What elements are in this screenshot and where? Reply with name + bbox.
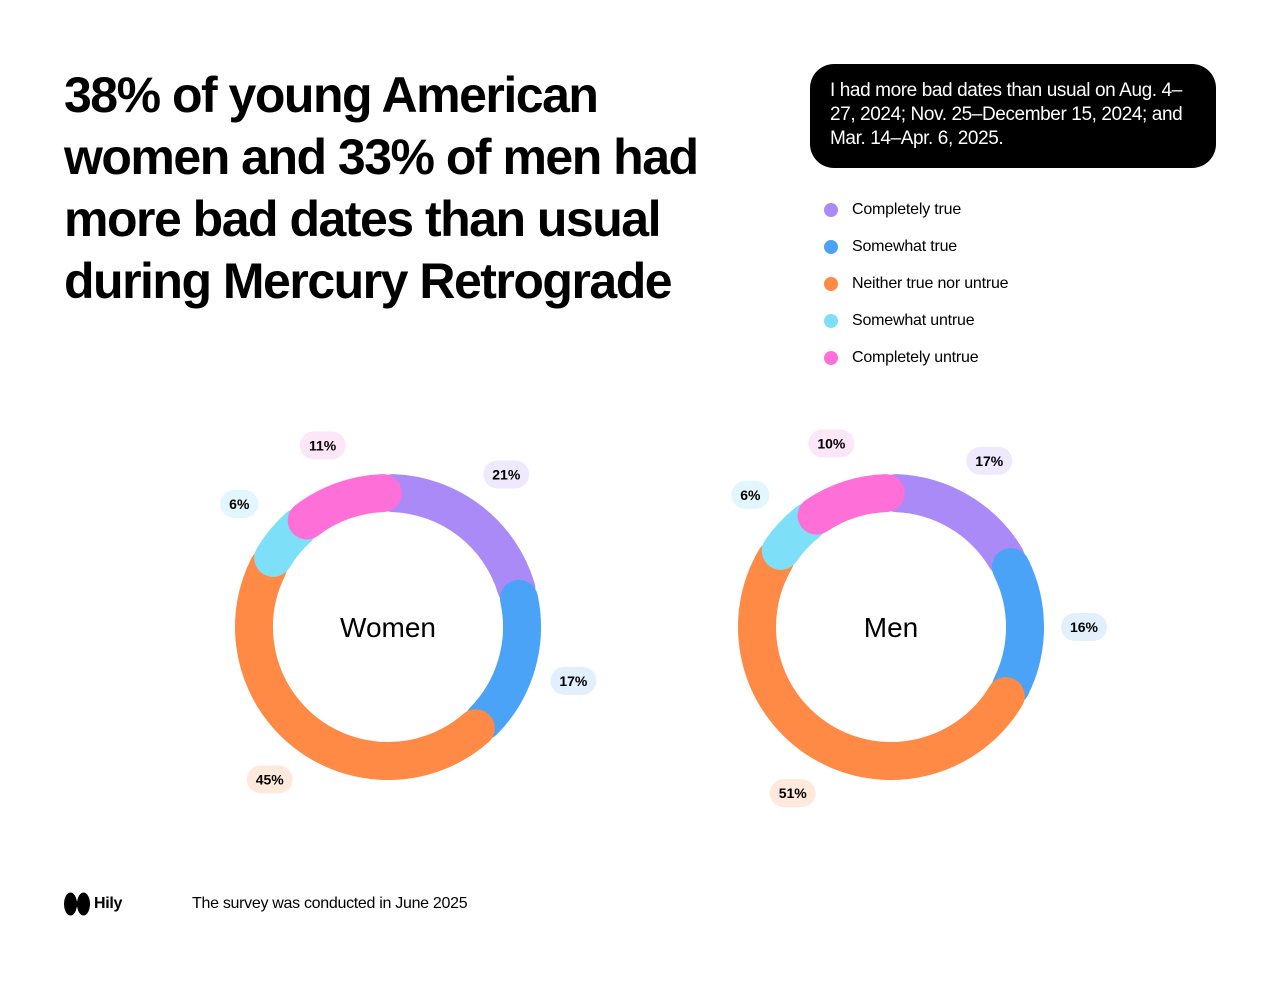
men-slices [738,474,1044,780]
donut-chart-men-svg: Men 17% 16% 51% 6% 10% [731,429,1107,808]
women-slices [234,474,541,780]
data-label-pill [299,431,346,460]
men-slice-completely-untrue [738,474,1044,780]
data-label-pill [246,765,293,794]
data-label-text: 6% [229,496,250,512]
data-label-pill [808,429,855,458]
women-chart-title: Women [340,612,436,643]
legend-item-completely-true: Completely true [824,191,1008,228]
data-label-pill [966,446,1013,475]
legend-label: Somewhat true [852,237,958,255]
data-label-text: 17% [975,453,1004,469]
legend-item-somewhat-untrue: Somewhat untrue [824,302,1008,339]
survey-statement: I had more bad dates than usual on Aug. … [810,64,1216,168]
data-label-text: 51% [779,785,808,801]
data-label-pill [731,480,770,509]
women-slice-completely-untrue [235,474,541,780]
men-data-label-completely-untrue: 10% [808,429,855,458]
legend-swatch-somewhat-untrue [824,313,838,328]
legend-swatch-somewhat-true [824,239,838,254]
legend-item-neither: Neither true nor untrue [824,265,1009,302]
legend-swatch-neither [824,276,838,291]
legend-label: Neither true nor untrue [852,274,1009,292]
men-chart-title: Men [864,612,918,643]
women-data-label-somewhat-untrue: 6% [220,489,259,518]
data-label-text: 10% [817,435,846,451]
women-data-label-completely-true: 21% [483,460,530,489]
donut-chart-men: Men 17% 16% 51% 6% 10% [661,420,1121,820]
legend-item-somewhat-true: Somewhat true [824,228,1008,265]
hily-logo-icon [64,892,90,916]
legend-swatch-completely-true [824,202,838,217]
legend-swatch-completely-untrue [824,350,838,365]
data-label-text: 21% [492,467,521,483]
headline: 38% of young American women and 33% of m… [64,67,699,309]
legend-item-completely-untrue: Completely untrue [824,339,1008,376]
data-label-text: 6% [740,487,761,503]
hily-logo: Hily [64,892,122,916]
women-slice-somewhat-true [234,474,541,780]
men-slice-somewhat-untrue [738,474,1044,780]
legend-label: Completely true [852,200,962,218]
women-data-label-neither: 45% [246,765,293,794]
logo-wordmark: Hily [94,895,123,912]
data-label-text: 11% [309,437,337,453]
men-data-label-somewhat-true: 16% [1061,613,1107,641]
data-label-pill [1061,613,1107,641]
data-label-text: 16% [1070,619,1099,635]
data-label-pill [483,460,530,489]
donut-chart-women: Women 21% 17% 45% 6% 11% [158,420,618,820]
men-slice-somewhat-true [738,474,1044,780]
donut-chart-women-svg: Women 21% 17% 45% 6% 11% [220,431,597,794]
survey-footnote: The survey was conducted in June 2025 [192,895,468,912]
women-data-label-completely-untrue: 11% [299,431,346,460]
data-label-pill [769,779,816,808]
data-label-text: 17% [559,673,588,689]
legend-label: Completely untrue [852,348,979,366]
women-data-label-somewhat-true: 17% [550,666,597,695]
data-label-text: 45% [256,771,285,787]
men-data-label-completely-true: 17% [966,446,1013,475]
data-label-pill [550,666,597,695]
legend: Completely true Somewhat true Neither tr… [824,191,1009,376]
men-data-label-neither: 51% [769,779,816,808]
men-data-label-somewhat-untrue: 6% [731,480,770,509]
legend-label: Somewhat untrue [852,311,975,329]
women-slice-neither [235,474,541,780]
data-label-pill [220,489,259,518]
women-slice-somewhat-untrue [235,474,541,780]
